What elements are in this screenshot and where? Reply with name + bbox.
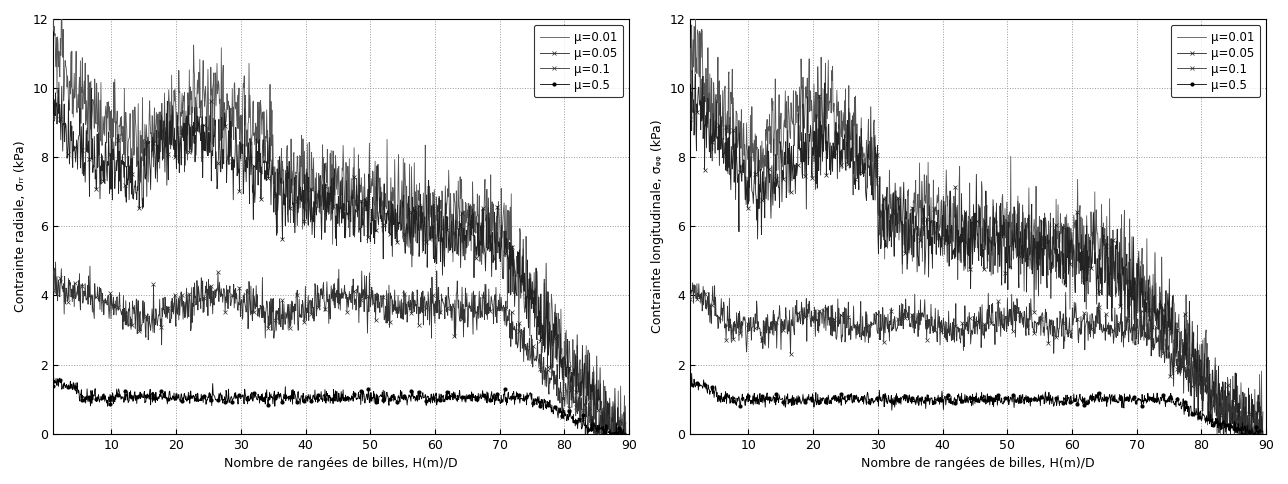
μ=0.01 [294, 133, 309, 138]
μ=0.5 [45, 383, 61, 389]
μ=0.05 [684, 67, 699, 73]
μ=0.5 [876, 393, 891, 399]
μ=0.5 [580, 431, 595, 437]
μ=0.1 [996, 326, 1011, 332]
μ=0.05 [295, 189, 310, 195]
μ=0.1 [876, 339, 891, 345]
μ=0.01 [931, 216, 947, 222]
μ=0.1 [1256, 431, 1271, 437]
Line: μ=0.5: μ=0.5 [689, 372, 1265, 435]
μ=0.05 [577, 431, 592, 437]
μ=0.1 [48, 259, 63, 265]
μ=0.5 [359, 392, 375, 397]
μ=0.1 [984, 302, 999, 307]
μ=0.05 [683, 117, 698, 122]
Line: μ=0.1: μ=0.1 [52, 260, 627, 436]
μ=0.01 [996, 243, 1011, 249]
μ=0.1 [685, 280, 701, 286]
μ=0.05 [122, 163, 138, 169]
μ=0.05 [45, 113, 61, 119]
Line: μ=0.05: μ=0.05 [689, 69, 1265, 436]
Legend: μ=0.01, μ=0.05, μ=0.1, μ=0.5: μ=0.01, μ=0.05, μ=0.1, μ=0.5 [533, 25, 623, 97]
Line: μ=0.01: μ=0.01 [690, 18, 1264, 434]
μ=0.5 [238, 396, 254, 402]
μ=0.01 [984, 234, 999, 240]
μ=0.1 [580, 431, 595, 437]
μ=0.1 [45, 287, 61, 293]
μ=0.05 [1209, 431, 1225, 437]
μ=0.01 [346, 145, 362, 151]
Legend: μ=0.01, μ=0.05, μ=0.1, μ=0.5: μ=0.01, μ=0.05, μ=0.1, μ=0.5 [1171, 25, 1260, 97]
μ=0.1 [346, 302, 362, 307]
μ=0.5 [618, 431, 634, 437]
μ=0.5 [1256, 429, 1271, 435]
μ=0.05 [238, 155, 254, 161]
μ=0.1 [683, 296, 698, 302]
μ=0.05 [1256, 431, 1271, 437]
X-axis label: Nombre de rangées de billes, H(m)/D: Nombre de rangées de billes, H(m)/D [224, 457, 459, 470]
μ=0.5 [759, 392, 774, 397]
μ=0.01 [142, 98, 157, 104]
μ=0.5 [684, 370, 699, 376]
Line: μ=0.05: μ=0.05 [52, 80, 627, 436]
μ=0.05 [346, 234, 362, 240]
μ=0.01 [688, 15, 703, 21]
μ=0.01 [779, 155, 795, 161]
Line: μ=0.5: μ=0.5 [52, 376, 627, 435]
μ=0.1 [779, 330, 795, 335]
Line: μ=0.1: μ=0.1 [689, 281, 1265, 436]
μ=0.01 [121, 136, 137, 141]
μ=0.05 [779, 154, 795, 160]
μ=0.01 [1256, 409, 1271, 415]
μ=0.01 [876, 237, 891, 243]
μ=0.05 [931, 231, 947, 237]
μ=0.5 [931, 395, 947, 401]
μ=0.5 [295, 393, 310, 399]
μ=0.01 [358, 196, 374, 201]
μ=0.05 [996, 212, 1011, 218]
μ=0.5 [346, 394, 362, 400]
μ=0.1 [931, 325, 947, 331]
μ=0.05 [618, 431, 634, 437]
μ=0.5 [122, 389, 138, 395]
μ=0.1 [359, 273, 375, 279]
Y-axis label: Contrainte radiale, σᵣᵣ (kPa): Contrainte radiale, σᵣᵣ (kPa) [14, 140, 27, 312]
μ=0.1 [759, 330, 774, 336]
μ=0.1 [143, 323, 158, 329]
μ=0.1 [238, 289, 254, 295]
μ=0.5 [683, 381, 698, 387]
μ=0.01 [594, 431, 609, 437]
μ=0.1 [1231, 431, 1247, 437]
X-axis label: Nombre de rangées de billes, H(m)/D: Nombre de rangées de billes, H(m)/D [862, 457, 1095, 470]
μ=0.01 [238, 143, 254, 149]
μ=0.05 [52, 79, 67, 85]
μ=0.01 [683, 45, 698, 51]
μ=0.5 [143, 386, 158, 392]
Y-axis label: Contrainte longitudinale, σᵩᵩ (kPa): Contrainte longitudinale, σᵩᵩ (kPa) [650, 120, 663, 333]
μ=0.1 [618, 420, 634, 426]
μ=0.01 [759, 124, 774, 130]
μ=0.1 [295, 314, 310, 320]
μ=0.05 [984, 248, 999, 254]
μ=0.05 [759, 149, 774, 155]
Line: μ=0.01: μ=0.01 [53, 0, 626, 434]
μ=0.05 [876, 196, 891, 202]
μ=0.05 [359, 199, 375, 205]
μ=0.5 [984, 394, 999, 400]
μ=0.5 [1238, 431, 1253, 437]
μ=0.01 [618, 431, 634, 437]
μ=0.5 [996, 398, 1011, 404]
μ=0.1 [122, 300, 138, 305]
μ=0.5 [779, 396, 795, 402]
μ=0.01 [1213, 431, 1229, 437]
μ=0.05 [143, 167, 158, 173]
μ=0.5 [46, 375, 62, 380]
